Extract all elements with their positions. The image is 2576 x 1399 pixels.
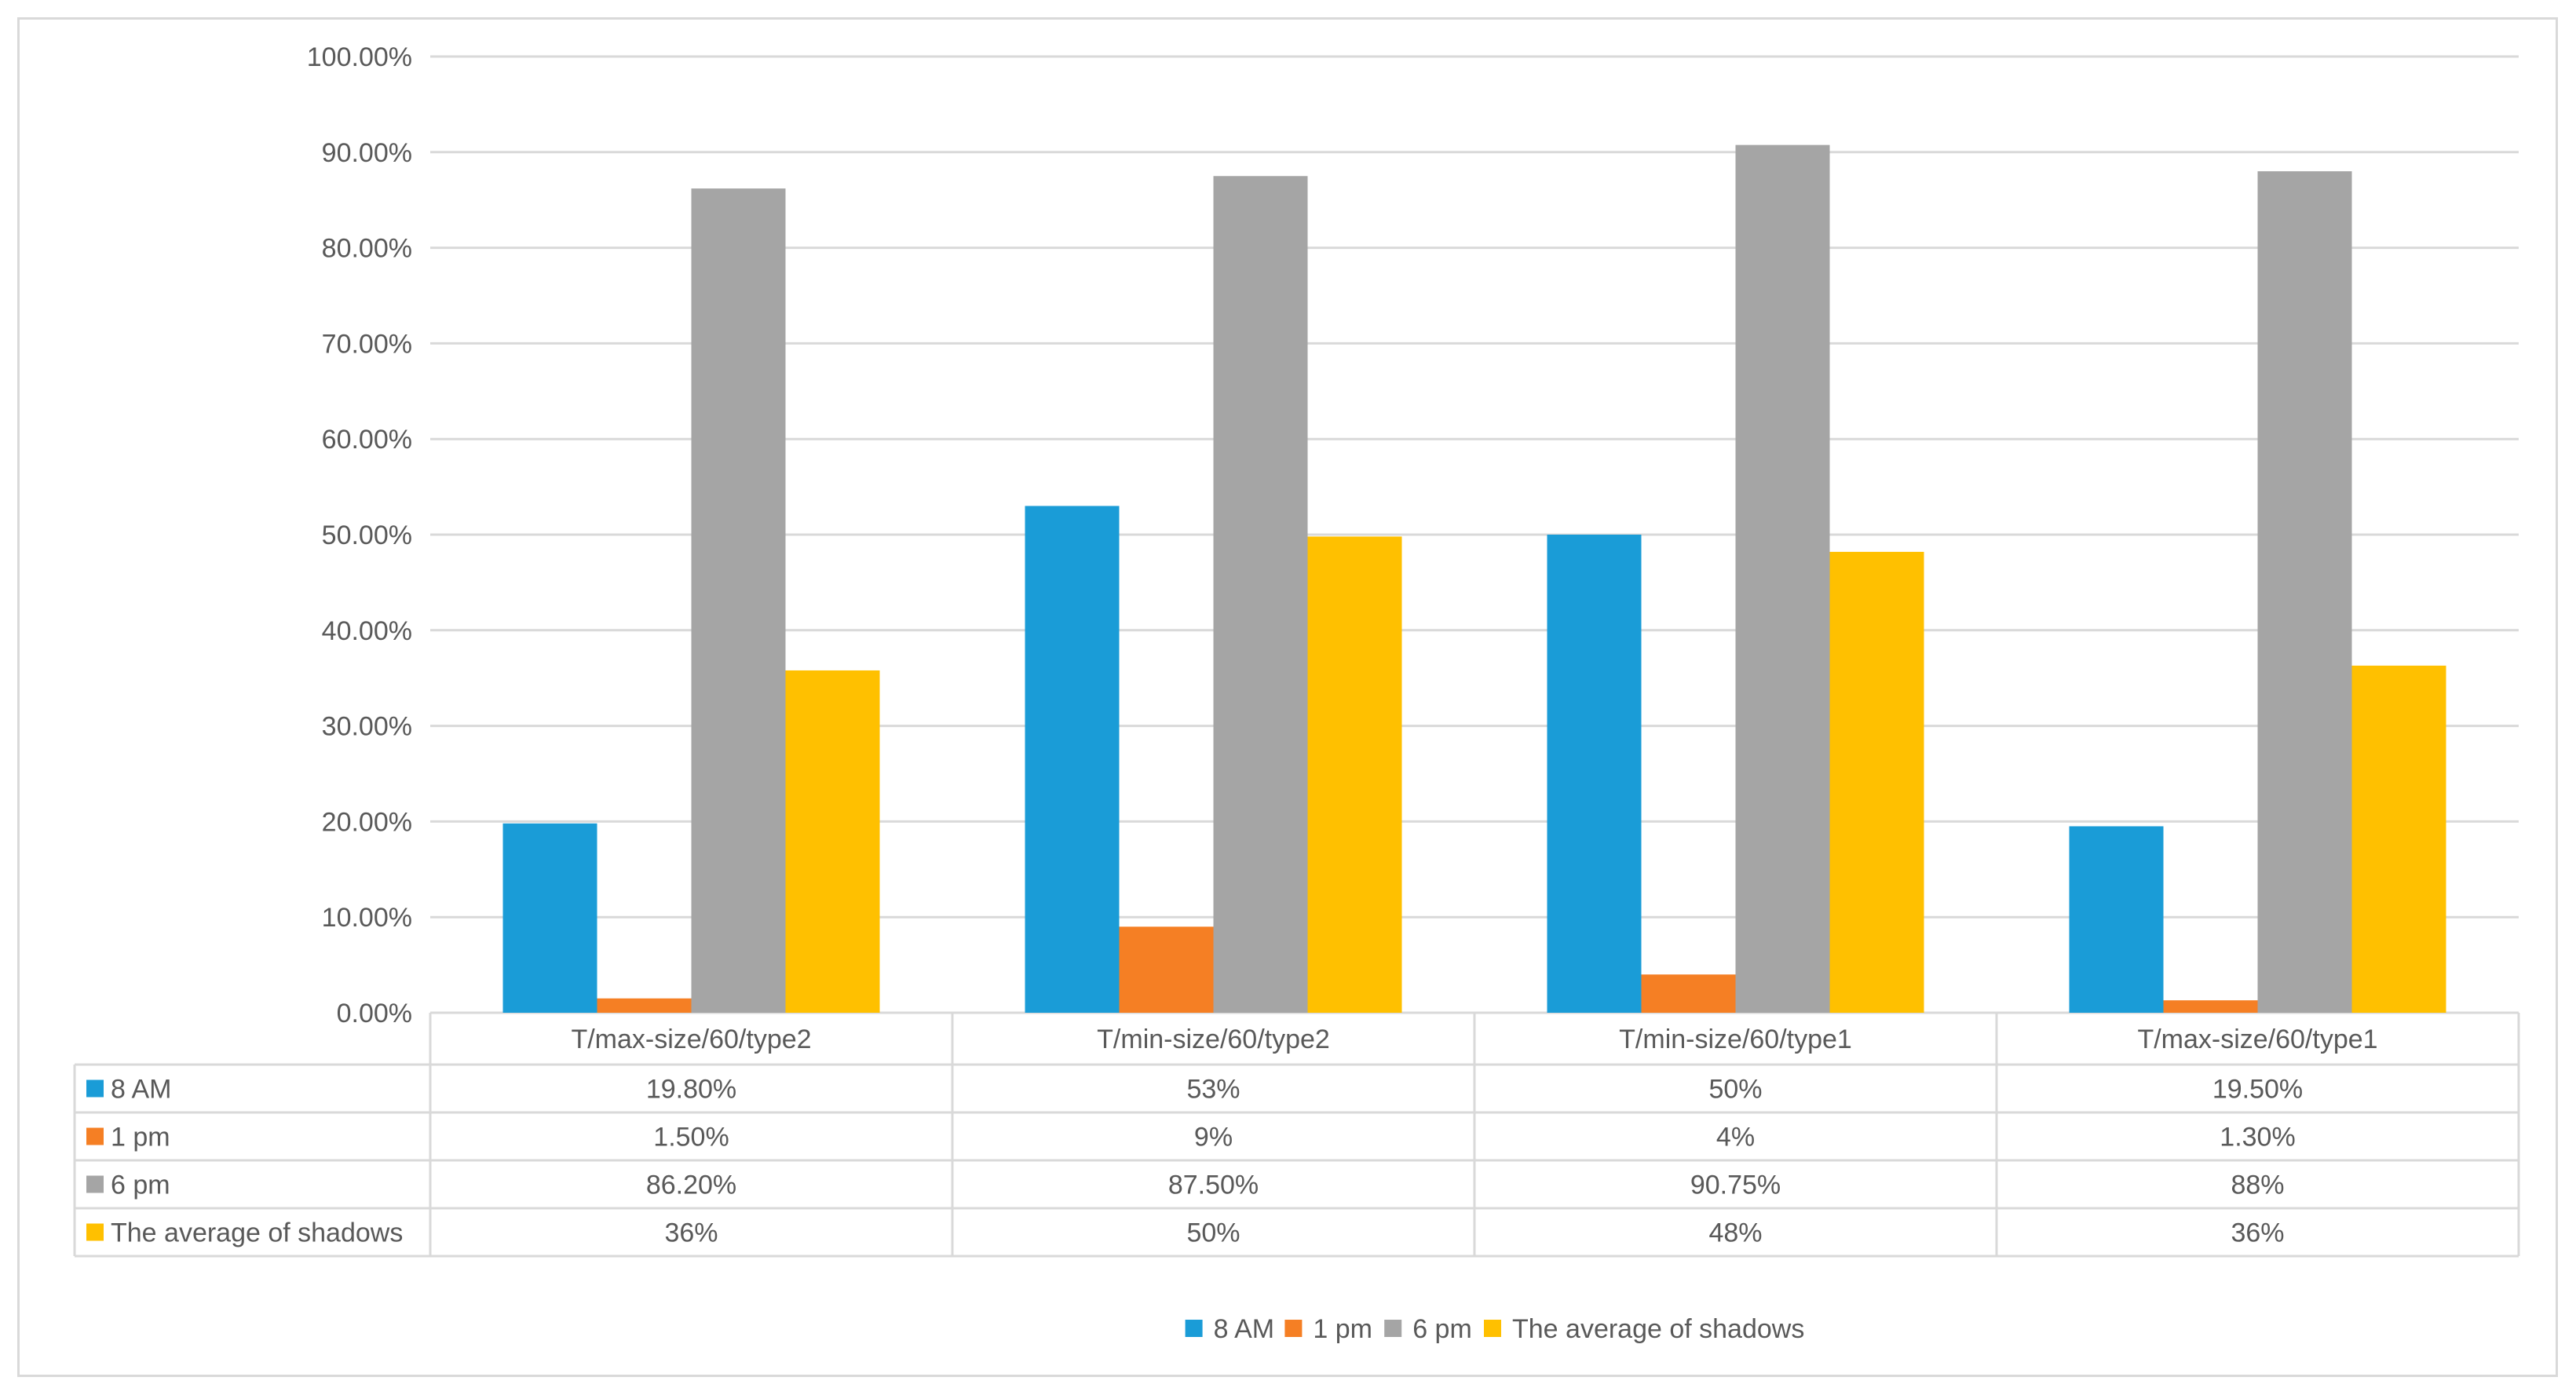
data-table: T/max-size/60/type2 T/min-size/60/type2 T/… bbox=[73, 1013, 2520, 1258]
bar bbox=[1307, 536, 1402, 1013]
legend-label: The average of shadows bbox=[1512, 1314, 1804, 1344]
table-cell-value: 50% bbox=[1186, 1218, 1240, 1248]
legend-key bbox=[1284, 1320, 1303, 1337]
table-series-name: 6 pm bbox=[111, 1171, 170, 1200]
table-cell-value: 36% bbox=[2231, 1218, 2284, 1248]
bar bbox=[1025, 506, 1120, 1013]
table-cell-value: 36% bbox=[664, 1218, 718, 1248]
bar bbox=[2069, 826, 2164, 1013]
table-cell-value: 53% bbox=[1186, 1075, 1240, 1105]
table-cell-value: 48% bbox=[1708, 1218, 1762, 1248]
legend-label: 6 pm bbox=[1412, 1314, 1472, 1344]
bar bbox=[1547, 535, 1642, 1013]
table-series-name: The average of shadows bbox=[111, 1218, 403, 1248]
y-tick-label: 100.00% bbox=[307, 42, 412, 72]
legend: 8 AM 1 pm 6 pm The average of shadows bbox=[1185, 1314, 1804, 1344]
legend-key bbox=[1185, 1320, 1203, 1337]
y-tick-label: 30.00% bbox=[322, 712, 412, 742]
table-legend-key bbox=[86, 1079, 104, 1098]
y-axis-tick-labels: 0.00% 10.00% 20.00% 30.00% 40.00% 50.00% 60.00… bbox=[307, 42, 412, 1028]
category-label: T/max-size/60/type2 bbox=[571, 1025, 811, 1054]
category-label: T/max-size/60/type1 bbox=[2137, 1025, 2377, 1054]
table-series-name: 8 AM bbox=[111, 1075, 171, 1105]
table-legend-key bbox=[86, 1175, 104, 1193]
bar bbox=[2257, 171, 2352, 1013]
bars bbox=[502, 144, 2446, 1014]
bar bbox=[785, 670, 880, 1013]
y-tick-label: 40.00% bbox=[322, 616, 412, 646]
bar bbox=[502, 823, 597, 1013]
table-cell-value: 9% bbox=[1194, 1123, 1233, 1152]
table-cell-value: 86.20% bbox=[646, 1171, 736, 1200]
table-cell-value: 50% bbox=[1708, 1075, 1762, 1105]
bar bbox=[1119, 926, 1214, 1013]
y-tick-label: 0.00% bbox=[337, 999, 412, 1028]
bar bbox=[1641, 974, 1736, 1013]
table-cell-value: 88% bbox=[2231, 1171, 2284, 1200]
table-cell-value: 4% bbox=[1716, 1123, 1755, 1152]
bar bbox=[2163, 1000, 2258, 1013]
y-tick-label: 80.00% bbox=[322, 234, 412, 264]
y-tick-label: 90.00% bbox=[322, 138, 412, 168]
table-series-name: 1 pm bbox=[111, 1123, 170, 1152]
bar bbox=[1829, 551, 1924, 1013]
y-tick-label: 10.00% bbox=[322, 903, 412, 933]
legend-key bbox=[1384, 1320, 1402, 1337]
category-label: T/min-size/60/type1 bbox=[1619, 1025, 1852, 1054]
bar bbox=[1213, 176, 1308, 1013]
bar bbox=[597, 998, 692, 1013]
bar bbox=[2351, 665, 2446, 1013]
y-tick-label: 70.00% bbox=[322, 329, 412, 359]
y-tick-label: 60.00% bbox=[322, 425, 412, 455]
table-legend-key bbox=[86, 1127, 104, 1145]
table-cell-value: 87.50% bbox=[1168, 1171, 1259, 1200]
bar bbox=[1735, 144, 1830, 1013]
table-cell-value: 1.30% bbox=[2220, 1123, 2295, 1152]
category-label: T/min-size/60/type2 bbox=[1097, 1025, 1330, 1054]
table-cell-value: 90.75% bbox=[1690, 1171, 1781, 1200]
y-tick-label: 50.00% bbox=[322, 521, 412, 550]
table-cell-value: 1.50% bbox=[653, 1123, 729, 1152]
legend-label: 1 pm bbox=[1313, 1314, 1372, 1344]
table-cell-value: 19.80% bbox=[646, 1075, 736, 1105]
y-tick-label: 20.00% bbox=[322, 807, 412, 837]
legend-key bbox=[1484, 1320, 1501, 1337]
table-legend-key bbox=[86, 1223, 104, 1241]
table-cell-value: 19.50% bbox=[2212, 1075, 2303, 1105]
legend-label: 8 AM bbox=[1214, 1314, 1274, 1344]
bar bbox=[691, 188, 786, 1014]
